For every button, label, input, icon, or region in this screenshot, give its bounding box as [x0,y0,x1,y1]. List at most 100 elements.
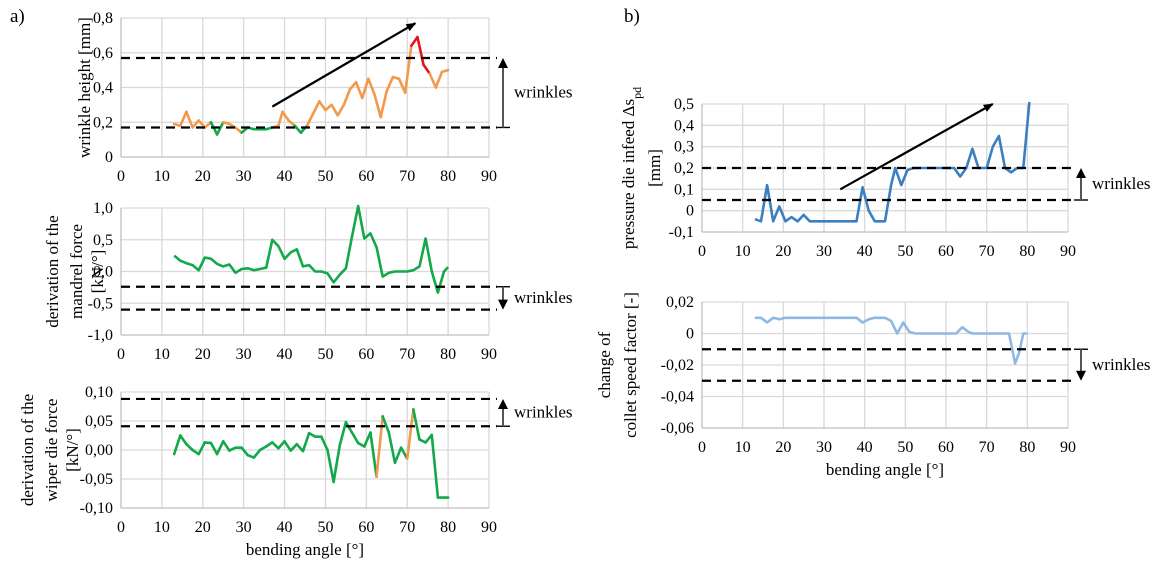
panel-label-b: b) [624,6,640,27]
series-segment [234,126,243,134]
y-tick-label: -0,06 [661,420,694,437]
x-tick-label: 40 [277,519,293,536]
x-tick-label: 10 [735,243,751,260]
y-axis-label: derivation of the [18,394,37,506]
series-segment [379,89,389,119]
series-segment [385,75,395,93]
x-tick-label: 50 [897,243,913,260]
y-tick-label: -0,1 [669,224,694,241]
y-tick-label: -0,10 [80,500,113,517]
y-tick-label: 0,6 [93,45,113,62]
series-segment [412,408,421,441]
series-segment [381,415,391,434]
x-tick-label: 20 [775,439,791,456]
y-tick-label: 0,4 [93,80,113,97]
x-tick-label: 0 [698,243,706,260]
chart-2: 0 10 20 30 40 50 60 70 80 90 -1,0 -0,5 0,0 0,5 1,0 wrin… [43,200,573,363]
y-tick-label: 0,0 [93,264,113,281]
x-tick-label: 0 [117,168,125,185]
series-segment [221,439,231,452]
arrow-up-icon [498,398,508,409]
series-segment [203,120,213,129]
annotation-label: wrinkles [514,83,573,102]
x-tick-label: 90 [481,168,497,185]
x-tick-label: 80 [440,168,456,185]
x-tick-label: 10 [154,519,170,536]
x-tick-label: 20 [775,243,791,260]
series-segment [240,446,250,457]
wrinkles-annotation: wrinkles [496,398,573,427]
y-axis-label: change of [595,331,614,398]
series-segment [440,68,450,74]
series-segment [428,72,438,89]
x-tick-label: 50 [317,346,333,363]
x-tick-label: 80 [1019,439,1035,456]
wrinkles-annotation: wrinkles [1074,168,1151,201]
series-segment [369,431,378,478]
x-tick-label: 30 [816,439,832,456]
x-tick-label: 20 [195,519,211,536]
series-segment [405,408,415,461]
trend-arrow [271,22,417,108]
chart-1: 0 10 20 30 40 50 60 70 80 90 0 0,2 0,4 0,6 0,8 wrinkles… [75,10,573,185]
y-tick-label: 0,2 [674,160,694,177]
x-tick-label: 20 [195,346,211,363]
series-segment [393,446,403,465]
series-segment [215,439,225,456]
x-tick-label: 30 [236,346,252,363]
series-segment [362,431,372,448]
x-tick-label: 70 [399,346,415,363]
y-tick-label: -1,0 [88,327,113,344]
series-segment [295,442,305,453]
x-tick-label: 90 [481,346,497,363]
y-tick-label: 0,00 [85,442,113,459]
series-segment [342,87,352,107]
x-tick-label: 70 [399,168,415,185]
y-tick-label: 0,4 [674,117,694,134]
y-tick-label: 0,1 [674,181,694,198]
series-segment [293,124,303,134]
chart-4: 0 10 20 30 40 50 60 70 80 90-0,100,10,20,30,40,5w… [619,87,1151,260]
x-tick-label: 60 [938,243,954,260]
series-segment [283,439,292,452]
series-segment [185,110,194,129]
y-tick-label: 1,0 [93,200,113,217]
series-segment [422,63,432,75]
x-tick-label: 10 [735,439,751,456]
y-tick-label: 0,05 [85,413,113,430]
wrinkles-annotation: wrinkles [496,57,573,129]
x-tick-label: 0 [117,346,125,363]
y-axis-label: collet speed factor [-] [621,292,640,438]
series-segment [209,441,219,456]
series-segment [360,77,370,100]
x-tick-label: 60 [358,346,374,363]
series-segment [367,77,376,96]
x-tick-label: 80 [1019,243,1035,260]
series-segment [172,434,182,456]
series-segment [336,103,346,117]
series-segment [397,77,407,95]
arrow-up-icon [498,57,508,68]
x-tick-label: 30 [236,519,252,536]
chart-3: 0 10 20 30 40 50 60 70 80 90 -0,10 -0,05 0,00 0,05 0,1… [18,384,573,559]
series-segment [410,35,419,48]
x-tick-label: 50 [317,168,333,185]
series-segment [387,431,397,465]
arrow-up-icon [1076,168,1086,178]
series-segment [270,441,280,450]
series-segment [354,80,364,100]
y-tick-label: 0,2 [93,114,113,131]
y-tick-label: -0,04 [661,389,694,406]
chart-5: 0 10 20 30 40 50 60 70 80 90 -0,06 -0,04 -0,02 0 0,02 w… [595,292,1151,479]
x-tick-label: 10 [154,346,170,363]
y-tick-label: 0 [686,203,694,220]
series-segment [338,420,348,447]
y-tick-label: 0 [105,149,113,166]
x-tick-label: 40 [277,346,293,363]
series-segment [305,112,315,128]
y-tick-label: 0,10 [85,384,113,401]
x-tick-label: 70 [979,439,995,456]
series-segment [416,35,425,67]
series-segment [350,431,360,445]
